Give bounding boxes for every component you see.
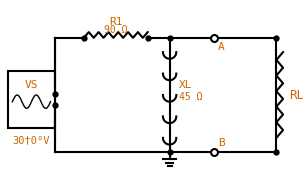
Text: XL: XL — [179, 81, 193, 90]
Text: RL: RL — [289, 89, 303, 101]
Text: B: B — [218, 138, 225, 148]
Text: A: A — [218, 42, 225, 52]
FancyBboxPatch shape — [8, 71, 55, 128]
Text: 90 Ω: 90 Ω — [104, 25, 128, 35]
Text: VS: VS — [25, 80, 38, 89]
Text: R1: R1 — [109, 17, 122, 27]
Text: 45 Ω: 45 Ω — [179, 92, 203, 102]
Text: 30†0°V: 30†0°V — [13, 135, 50, 145]
